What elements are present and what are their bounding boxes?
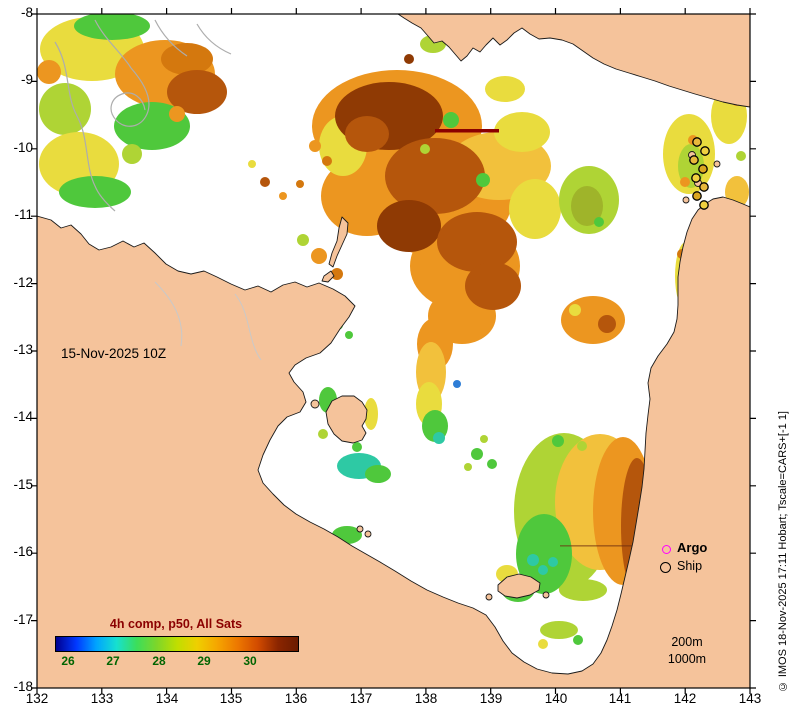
x-axis-label: 134 [155, 691, 179, 706]
y-axis-label: -18 [13, 679, 33, 694]
y-axis-label: -15 [13, 477, 33, 492]
island-wellesley-west [485, 593, 493, 601]
x-axis-label: 139 [479, 691, 503, 706]
sst-front-line [435, 129, 499, 133]
plot-frame [36, 13, 751, 689]
y-axis-label: -14 [13, 409, 33, 424]
island-wessel [328, 216, 349, 268]
island-pellew-1 [356, 525, 364, 533]
colorbar-tick-label: 29 [197, 654, 211, 668]
axis-ticks [31, 8, 756, 694]
colorbar-gradient [55, 636, 299, 652]
island-groote-eylandt [325, 395, 368, 444]
sst-patch-central-warm-mass [297, 35, 561, 370]
x-axis-label: 138 [414, 691, 438, 706]
y-axis-label: -11 [14, 207, 33, 222]
x-axis-label: 143 [738, 691, 762, 706]
x-axis-label: 140 [544, 691, 568, 706]
island-bickerton [310, 399, 320, 409]
island-wessel-small [321, 270, 335, 283]
y-axis-label: -16 [13, 544, 33, 559]
x-axis-label: 135 [219, 691, 243, 706]
river-lines [154, 281, 262, 361]
x-axis-label: 136 [284, 691, 308, 706]
colorbar-tick-label: 28 [152, 654, 166, 668]
argo-legend-label: Argo [677, 540, 708, 555]
sst-patches-mid-gulf [416, 342, 497, 471]
ship-observation-markers [689, 137, 710, 210]
colorbar-tick-label: 30 [243, 654, 257, 668]
island-pellew-2 [364, 530, 372, 538]
island-wellesley-east [542, 591, 550, 599]
depth-label-1000m: 1000m [667, 652, 707, 666]
y-axis-label: -10 [13, 140, 33, 155]
x-axis-label: 132 [25, 691, 49, 706]
x-axis-label: 141 [608, 691, 632, 706]
ship-legend-label: Ship [677, 559, 703, 573]
ship-legend-marker-icon [660, 562, 671, 573]
land-new-guinea [397, 14, 750, 108]
sst-patches-northwest [37, 14, 227, 208]
bathymetry-contours [54, 19, 232, 212]
y-axis-label: -17 [13, 612, 33, 627]
copyright-text: © IMOS 18-Nov-2025 17:11 Hobart; Tscale=… [777, 410, 789, 692]
island-torres-3 [682, 196, 690, 204]
island-torres-4 [713, 160, 721, 168]
plot-overlay: 15-Nov-2025 10Z 4h comp, p50, All Sats 2… [37, 14, 750, 688]
sst-patches-east-central [559, 166, 625, 344]
colorbar-tick-label: 27 [106, 654, 120, 668]
x-axis-label: 142 [673, 691, 697, 706]
colorbar-title: 4h comp, p50, All Sats [109, 617, 243, 631]
depth-label-200m: 200m [671, 635, 703, 649]
map-svg [31, 8, 756, 694]
y-axis-label: -8 [20, 5, 33, 20]
depth-contour-labels: 200m 1000m [655, 634, 719, 668]
y-axis-label: -13 [13, 342, 33, 357]
x-axis-label: 137 [349, 691, 373, 706]
x-axis-label: 133 [90, 691, 114, 706]
land [37, 14, 750, 688]
y-axis-label: -12 [13, 275, 33, 290]
colorbar-tick-label: 26 [61, 654, 75, 668]
island-mornington [497, 573, 541, 599]
map-plot-area [37, 14, 750, 688]
y-axis-label: -9 [20, 72, 33, 87]
datetime-label: 15-Nov-2025 10Z [61, 346, 167, 361]
land-mainland-australia [37, 196, 750, 688]
argo-legend-marker-icon [662, 545, 671, 554]
